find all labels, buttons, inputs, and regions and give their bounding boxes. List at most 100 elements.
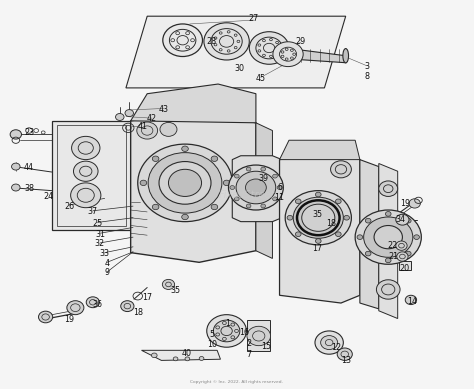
Circle shape (374, 226, 402, 249)
Text: Copyright © Inc. 2022. All rights reserved.: Copyright © Inc. 2022. All rights reserv… (191, 380, 283, 384)
Text: 27: 27 (248, 14, 259, 23)
Text: 29: 29 (296, 37, 306, 46)
Polygon shape (126, 16, 346, 88)
Text: 20: 20 (400, 265, 410, 273)
Circle shape (246, 167, 251, 171)
Text: 38: 38 (24, 184, 34, 193)
Circle shape (182, 214, 188, 220)
Circle shape (162, 279, 174, 289)
Circle shape (385, 258, 391, 263)
Circle shape (246, 204, 251, 208)
Circle shape (302, 204, 335, 231)
Circle shape (405, 251, 411, 256)
Text: 35: 35 (171, 286, 181, 295)
Circle shape (72, 137, 100, 159)
Text: 26: 26 (64, 202, 74, 210)
Text: 4: 4 (105, 259, 109, 268)
Text: 18: 18 (133, 308, 143, 317)
Text: 7: 7 (246, 350, 251, 359)
Circle shape (152, 204, 159, 210)
Polygon shape (379, 163, 398, 319)
Text: 30: 30 (234, 64, 245, 73)
Circle shape (116, 114, 124, 121)
Circle shape (397, 252, 408, 261)
Text: 25: 25 (92, 219, 103, 228)
Circle shape (396, 214, 409, 225)
Text: 8: 8 (365, 72, 369, 81)
Circle shape (10, 130, 21, 139)
Circle shape (235, 197, 239, 201)
Circle shape (246, 179, 266, 196)
Circle shape (207, 315, 246, 347)
Circle shape (261, 204, 265, 208)
Circle shape (330, 161, 351, 178)
Circle shape (287, 216, 293, 220)
Circle shape (185, 357, 190, 361)
Text: 14: 14 (407, 296, 417, 306)
Circle shape (285, 191, 351, 245)
Text: 16: 16 (239, 328, 249, 337)
Circle shape (337, 348, 352, 360)
Circle shape (316, 239, 321, 244)
Text: 39: 39 (258, 175, 268, 184)
Text: 19: 19 (400, 198, 410, 207)
Text: 10: 10 (207, 340, 217, 349)
Text: 31: 31 (95, 230, 105, 238)
Text: 22: 22 (388, 241, 398, 250)
Text: 17: 17 (142, 293, 152, 303)
Circle shape (236, 171, 276, 204)
Polygon shape (131, 111, 256, 262)
Circle shape (199, 357, 204, 360)
Polygon shape (288, 48, 346, 63)
Circle shape (38, 311, 53, 323)
Circle shape (152, 353, 157, 357)
Circle shape (223, 180, 230, 186)
Text: 3: 3 (365, 62, 369, 71)
Circle shape (211, 204, 218, 210)
Circle shape (295, 232, 301, 237)
Circle shape (295, 199, 301, 203)
Text: 35: 35 (312, 210, 322, 219)
Circle shape (320, 336, 337, 350)
Circle shape (365, 251, 371, 256)
Text: 43: 43 (159, 105, 169, 114)
Circle shape (336, 199, 341, 203)
Circle shape (249, 32, 289, 64)
Circle shape (86, 297, 100, 308)
Polygon shape (399, 261, 411, 270)
Text: 40: 40 (182, 349, 191, 358)
Circle shape (365, 218, 371, 223)
Circle shape (414, 235, 419, 240)
Circle shape (376, 280, 400, 299)
Ellipse shape (343, 49, 348, 63)
Text: 21: 21 (388, 252, 398, 261)
Circle shape (71, 183, 101, 208)
Circle shape (385, 212, 391, 216)
Circle shape (409, 199, 420, 208)
Polygon shape (52, 121, 131, 230)
Circle shape (11, 163, 20, 170)
Text: 9: 9 (104, 268, 109, 277)
Circle shape (228, 165, 283, 210)
Circle shape (11, 184, 20, 191)
Text: 1: 1 (225, 319, 230, 328)
Circle shape (235, 174, 239, 178)
Circle shape (73, 161, 98, 181)
Circle shape (316, 192, 321, 197)
Circle shape (148, 152, 222, 213)
Text: 44: 44 (24, 163, 34, 172)
Circle shape (357, 235, 363, 240)
Circle shape (125, 110, 134, 117)
Text: 34: 34 (395, 215, 405, 224)
Circle shape (396, 241, 407, 250)
Text: 5: 5 (210, 329, 215, 338)
Circle shape (336, 232, 341, 237)
Circle shape (273, 174, 277, 178)
Circle shape (247, 326, 271, 346)
Text: 33: 33 (100, 249, 109, 258)
Circle shape (182, 146, 188, 151)
Circle shape (168, 169, 201, 196)
Text: 19: 19 (64, 315, 74, 324)
Polygon shape (142, 350, 220, 360)
Circle shape (160, 123, 177, 137)
